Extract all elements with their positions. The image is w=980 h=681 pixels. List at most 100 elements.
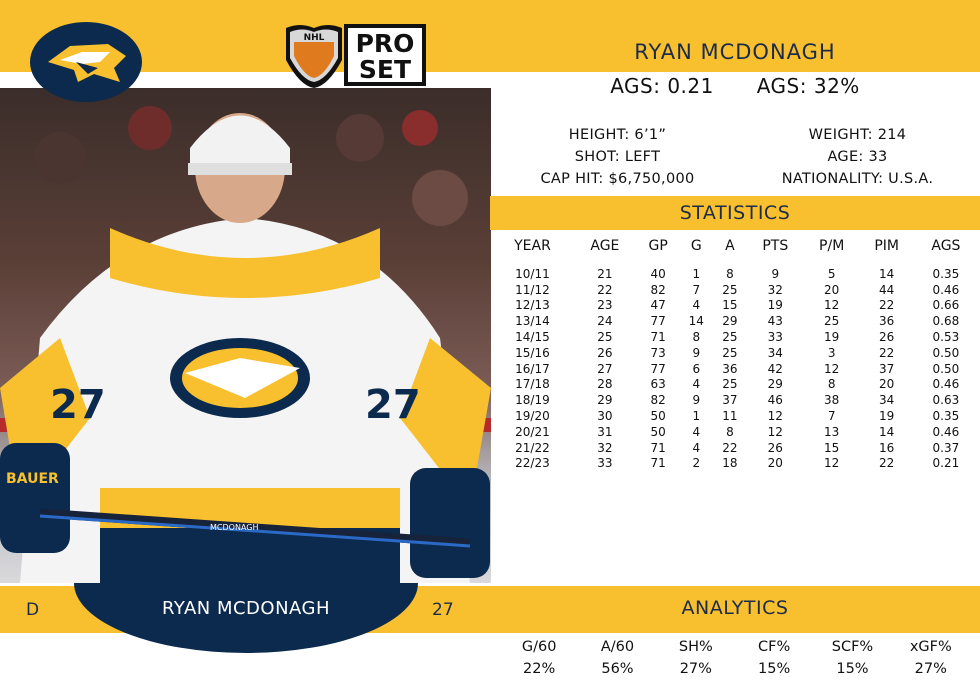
table-cell: 0.21 bbox=[932, 456, 960, 471]
table-cell: 9 bbox=[771, 266, 780, 281]
table-cell: 7 bbox=[827, 409, 836, 424]
table-cell: 25 bbox=[722, 330, 738, 345]
table-cell: 34 bbox=[767, 345, 783, 360]
table-cell: 82 bbox=[650, 393, 666, 408]
table-cell: 0.37 bbox=[932, 440, 960, 455]
table-cell: 9 bbox=[692, 393, 701, 408]
table-cell: 71 bbox=[650, 330, 666, 345]
col-a: A bbox=[725, 238, 735, 254]
table-cell: 29 bbox=[767, 377, 783, 392]
table-cell: 42 bbox=[767, 361, 783, 376]
table-cell: 20/21 bbox=[515, 424, 550, 439]
table-cell: 33 bbox=[767, 330, 783, 345]
name-plate: RYAN MCDONAGH bbox=[161, 598, 331, 619]
player-illustration: 27 27 BAUER MCDONAGH bbox=[0, 106, 491, 583]
table-cell: 44 bbox=[879, 282, 895, 297]
analytics-value: 27% bbox=[914, 661, 947, 677]
table-cell: 27 bbox=[597, 361, 613, 376]
table-cell: 30 bbox=[597, 409, 613, 424]
analytics-label: CF% bbox=[758, 639, 791, 655]
analytics-scfpct: SCF% 15% bbox=[817, 636, 887, 680]
table-row: 19/20 30 50 1 11 12 7 19 0.35 bbox=[492, 408, 978, 424]
table-cell: 37 bbox=[879, 361, 895, 376]
analytics-xgfpct: xGF% 27% bbox=[896, 636, 966, 680]
analytics-label: G/60 bbox=[521, 639, 557, 655]
col-gp: GP bbox=[648, 238, 668, 254]
table-cell: 0.46 bbox=[932, 282, 960, 297]
table-cell: 22 bbox=[879, 456, 895, 471]
height: HEIGHT: 6’1” bbox=[568, 127, 667, 143]
col-g: G bbox=[690, 238, 702, 254]
table-cell: 21 bbox=[597, 266, 613, 281]
weight: WEIGHT: 214 bbox=[808, 127, 907, 143]
table-row: 13/14 24 77 14 29 43 25 36 0.68 bbox=[492, 313, 978, 329]
table-cell: 11 bbox=[722, 409, 738, 424]
stats-body: 10/11 21 40 1 8 9 5 14 0.35 11/12 22 82 7 25 32 20 44 0.4… bbox=[492, 256, 978, 471]
svg-text:SET: SET bbox=[359, 55, 411, 84]
table-cell: 12 bbox=[767, 409, 783, 424]
table-cell: 63 bbox=[650, 377, 666, 392]
table-cell: 12 bbox=[824, 298, 840, 313]
table-cell: 22 bbox=[597, 282, 613, 297]
svg-text:NHL: NHL bbox=[304, 33, 325, 43]
table-cell: 20 bbox=[879, 377, 895, 392]
table-cell: 0.68 bbox=[932, 314, 960, 329]
table-cell: 7 bbox=[692, 282, 701, 297]
top-bar-right bbox=[490, 0, 980, 35]
table-cell: 77 bbox=[650, 361, 666, 376]
col-pts: PTS bbox=[762, 238, 789, 254]
col-year: YEAR bbox=[514, 238, 551, 254]
ags-value: AGS: 0.21 bbox=[610, 74, 714, 98]
table-cell: 19 bbox=[767, 298, 783, 313]
table-cell: 3 bbox=[827, 345, 836, 360]
cap-hit: CAP HIT: $6,750,000 bbox=[540, 171, 695, 187]
analytics-label: xGF% bbox=[909, 639, 952, 655]
table-cell: 4 bbox=[692, 424, 701, 439]
table-cell: 0.35 bbox=[932, 409, 960, 424]
table-cell: 38 bbox=[824, 393, 840, 408]
player-photo: 27 27 BAUER MCDONAGH bbox=[0, 88, 491, 583]
svg-text:27: 27 bbox=[50, 382, 106, 428]
table-cell: 9 bbox=[692, 345, 701, 360]
table-row: 11/12 22 82 7 25 32 20 44 0.46 bbox=[492, 282, 978, 298]
table-cell: 47 bbox=[650, 298, 666, 313]
table-cell: 8 bbox=[726, 424, 734, 439]
analytics-cfpct: CF% 15% bbox=[739, 636, 809, 680]
nhl-pro-set-logo-icon: NHL PRO SET bbox=[282, 20, 428, 90]
table-cell: 4 bbox=[692, 440, 701, 455]
table-cell: 12 bbox=[767, 424, 783, 439]
svg-text:BAUER: BAUER bbox=[6, 471, 59, 487]
table-cell: 23 bbox=[597, 298, 613, 313]
table-cell: 21/22 bbox=[515, 440, 550, 455]
table-cell: 71 bbox=[650, 440, 666, 455]
svg-text:MCDONAGH: MCDONAGH bbox=[210, 523, 258, 532]
table-cell: 15/16 bbox=[515, 345, 550, 360]
analytics-label: SH% bbox=[678, 639, 713, 655]
analytics-value: 56% bbox=[601, 661, 634, 677]
table-cell: 33 bbox=[597, 456, 613, 471]
table-cell: 16/17 bbox=[515, 361, 550, 376]
col-pim: PIM bbox=[874, 238, 899, 254]
col-age: AGE bbox=[590, 238, 620, 254]
table-cell: 12 bbox=[824, 456, 840, 471]
table-cell: 12/13 bbox=[515, 298, 550, 313]
table-cell: 29 bbox=[722, 314, 738, 329]
table-cell: 26 bbox=[879, 330, 895, 345]
svg-text:27: 27 bbox=[365, 382, 421, 428]
table-cell: 0.63 bbox=[932, 393, 960, 408]
table-cell: 0.46 bbox=[932, 424, 960, 439]
analytics-value: 15% bbox=[836, 661, 869, 677]
table-row: 20/21 31 50 4 8 12 13 14 0.46 bbox=[492, 424, 978, 440]
table-cell: 0.50 bbox=[932, 345, 960, 360]
table-cell: 17/18 bbox=[515, 377, 550, 392]
table-cell: 0.50 bbox=[932, 361, 960, 376]
table-cell: 10/11 bbox=[515, 266, 550, 281]
table-cell: 71 bbox=[650, 456, 666, 471]
analytics-value: 15% bbox=[758, 661, 791, 677]
analytics-label: A/60 bbox=[600, 639, 635, 655]
table-row: 10/11 21 40 1 8 9 5 14 0.35 bbox=[492, 266, 978, 282]
table-cell: 26 bbox=[597, 345, 613, 360]
col-pm: P/M bbox=[819, 238, 845, 254]
table-cell: 22 bbox=[879, 345, 895, 360]
table-cell: 2 bbox=[692, 456, 701, 471]
